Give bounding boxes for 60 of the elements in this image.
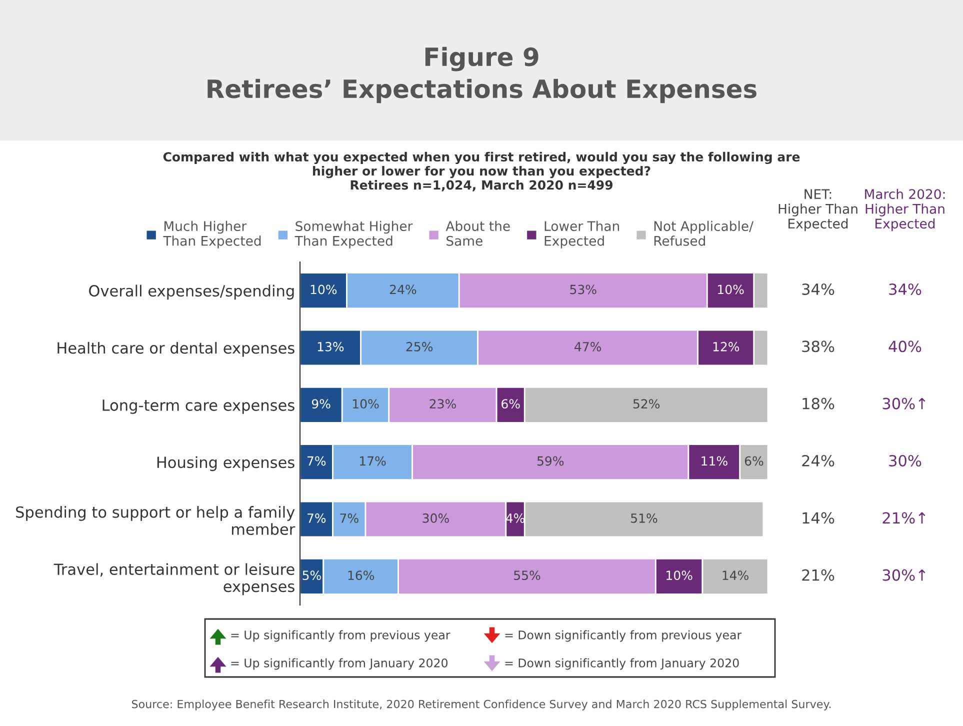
text: 18%: [802, 398, 834, 410]
text: = Down significantly from January 2020: [505, 658, 739, 670]
data-label: 11%: [702, 456, 728, 466]
data-label: 25%: [406, 342, 433, 352]
text: = Up significantly from previous year: [231, 630, 450, 642]
data-label: 6%: [744, 456, 764, 466]
data-label: 10%: [718, 284, 744, 294]
y-tick-label: Spending to support or help a family member: [16, 506, 296, 535]
y-tick-label: Overall expenses/spending: [89, 284, 294, 300]
data-label: 24%: [390, 284, 416, 294]
text: 30%↑: [882, 569, 926, 581]
chart-title: Figure 9 Retirees’ Expectations About Expenses: [208, 46, 756, 104]
data-label: 12%: [713, 342, 740, 352]
text: 21%: [802, 569, 834, 581]
text: March 2020: Higher Than Expected: [865, 188, 945, 232]
y-tick-label: Health care or dental expenses: [58, 342, 294, 357]
data-label: 30%: [422, 513, 449, 523]
data-label: 59%: [537, 456, 564, 466]
data-label: 9%: [312, 399, 330, 409]
data-label: 7%: [307, 513, 326, 523]
data-label: 6%: [502, 399, 520, 409]
data-label: 17%: [360, 456, 386, 466]
legend-label: Much Higher Than Expected: [163, 220, 261, 248]
text: NET: Higher Than Expected: [778, 189, 858, 232]
data-label: 10%: [666, 570, 692, 580]
data-label: 7%: [340, 513, 358, 523]
data-label: 14%: [722, 570, 748, 580]
text: = Down significantly from previous year: [505, 630, 742, 642]
data-label: 13%: [318, 342, 344, 352]
text: 34%: [889, 283, 922, 296]
text: 30%: [889, 454, 922, 467]
y-tick-label: Long-term care expenses: [102, 400, 294, 414]
data-label: 10%: [353, 399, 379, 409]
text: 24%: [802, 454, 834, 467]
chart-subtitle: Compared with what you expected when you first retired, would you say the following are higher or lower for you now than you expected? Retirees n=1,024, March 2020 n=499: [163, 152, 800, 192]
text: 21%↑: [882, 512, 926, 524]
data-label: 53%: [570, 284, 596, 294]
text: = Up significantly from January 2020: [231, 658, 448, 670]
legend-label: About the Same: [446, 220, 510, 246]
data-label: 23%: [430, 399, 456, 409]
data-label: 52%: [633, 399, 660, 409]
data-label: 7%: [307, 456, 326, 466]
text: 14%: [802, 512, 834, 524]
text: 40%: [888, 340, 922, 352]
data-label: 5%: [302, 570, 321, 580]
text: 30%↑: [882, 398, 926, 410]
data-label: 10%: [310, 284, 337, 294]
y-tick-label: Travel, entertainment or leisure expenses: [54, 563, 294, 596]
source-note: Source: Employee Benefit Research Institute, 2020 Retirement Confidence Survey and March 2020 RCS Supplemental Survey.: [132, 700, 831, 710]
data-label: 16%: [348, 570, 374, 580]
legend-label: Somewhat Higher Than Expected: [294, 220, 413, 248]
text: 34%: [802, 283, 834, 296]
data-label: 47%: [574, 342, 602, 352]
legend-label: Not Applicable/ Refused: [654, 220, 754, 246]
legend-label: Lower Than Expected: [544, 220, 620, 248]
data-label: 55%: [514, 570, 540, 580]
data-label: 51%: [631, 513, 658, 523]
data-label: 4%: [506, 513, 525, 523]
y-tick-label: Housing expenses: [157, 456, 294, 472]
text: 38%: [802, 340, 834, 352]
